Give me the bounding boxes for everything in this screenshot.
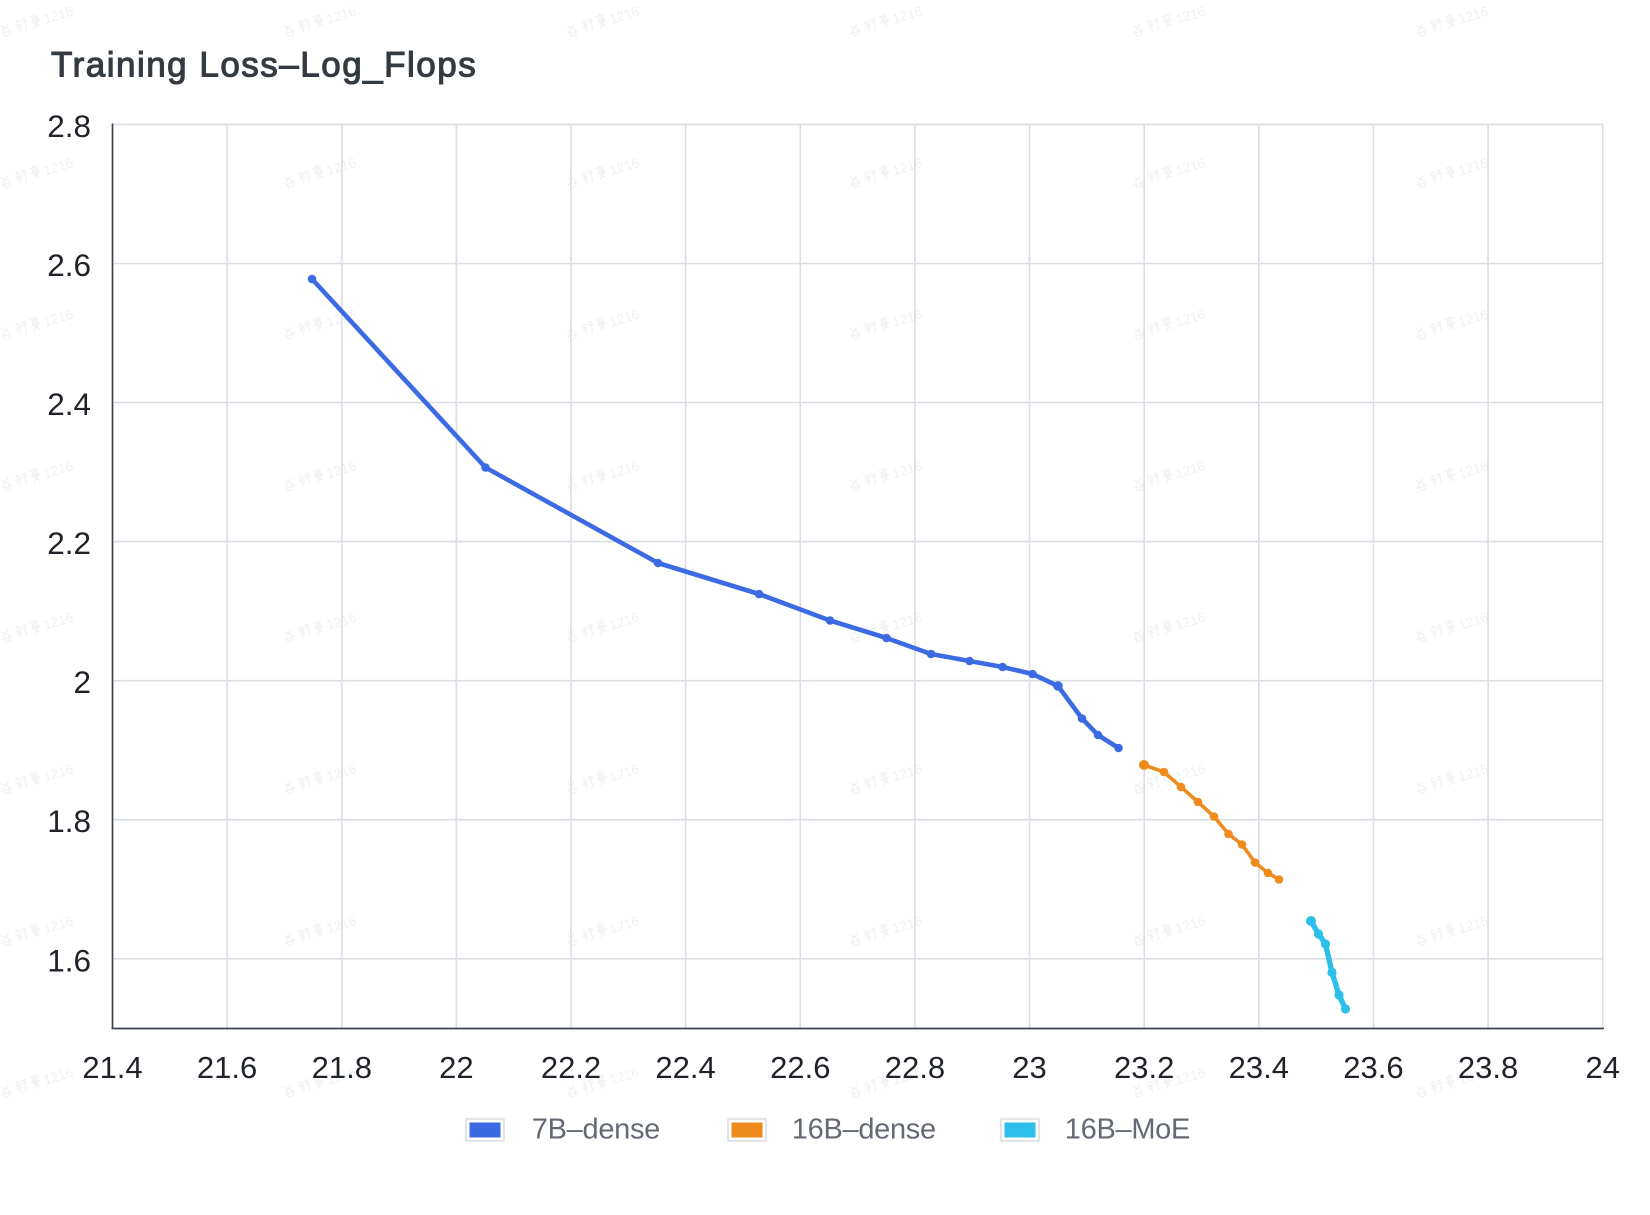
svg-text:2.8: 2.8 — [47, 108, 91, 144]
svg-text:23: 23 — [1012, 1050, 1046, 1085]
svg-text:23.2: 23.2 — [1114, 1050, 1174, 1085]
svg-text:Training Loss–Log_Flops: Training Loss–Log_Flops — [51, 46, 477, 85]
svg-text:21.6: 21.6 — [197, 1050, 257, 1085]
svg-text:1.8: 1.8 — [47, 803, 91, 839]
svg-text:2.4: 2.4 — [47, 386, 91, 422]
svg-text:16B–MoE: 16B–MoE — [1065, 1114, 1190, 1146]
svg-text:2.6: 2.6 — [47, 247, 91, 283]
svg-text:22.2: 22.2 — [541, 1050, 601, 1085]
svg-text:22: 22 — [439, 1050, 473, 1085]
svg-text:7B–dense: 7B–dense — [532, 1114, 660, 1146]
svg-text:23.4: 23.4 — [1229, 1050, 1289, 1085]
svg-text:21.4: 21.4 — [82, 1050, 142, 1085]
svg-text:22.8: 22.8 — [885, 1050, 945, 1085]
svg-text:22.6: 22.6 — [770, 1050, 830, 1085]
svg-text:21.8: 21.8 — [312, 1050, 372, 1085]
svg-text:1.6: 1.6 — [47, 942, 91, 978]
svg-text:23.8: 23.8 — [1458, 1050, 1518, 1085]
svg-text:16B–dense: 16B–dense — [792, 1114, 936, 1146]
svg-text:2: 2 — [73, 664, 91, 700]
svg-text:22.4: 22.4 — [655, 1050, 715, 1085]
svg-text:24: 24 — [1585, 1050, 1619, 1085]
svg-text:2.2: 2.2 — [47, 525, 91, 561]
svg-text:23.6: 23.6 — [1343, 1050, 1403, 1085]
